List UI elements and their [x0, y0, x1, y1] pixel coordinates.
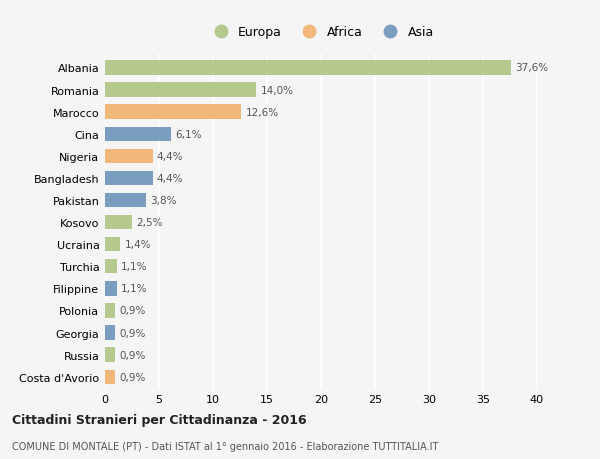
- Bar: [105, 215, 132, 230]
- Bar: [105, 149, 152, 164]
- Bar: [105, 281, 117, 296]
- Text: 1,4%: 1,4%: [124, 240, 151, 250]
- Text: 1,1%: 1,1%: [121, 284, 148, 294]
- Bar: [105, 171, 152, 186]
- Bar: [105, 259, 117, 274]
- Bar: [105, 348, 115, 362]
- Text: 1,1%: 1,1%: [121, 262, 148, 272]
- Bar: [105, 105, 241, 119]
- Text: 6,1%: 6,1%: [175, 129, 202, 140]
- Text: 2,5%: 2,5%: [136, 218, 163, 228]
- Bar: [105, 83, 256, 97]
- Text: 0,9%: 0,9%: [119, 350, 145, 360]
- Text: 0,9%: 0,9%: [119, 372, 145, 382]
- Bar: [105, 326, 115, 340]
- Text: 37,6%: 37,6%: [515, 63, 548, 73]
- Text: 12,6%: 12,6%: [245, 107, 278, 118]
- Bar: [105, 303, 115, 318]
- Text: 0,9%: 0,9%: [119, 328, 145, 338]
- Text: 3,8%: 3,8%: [151, 196, 177, 206]
- Text: 4,4%: 4,4%: [157, 174, 184, 184]
- Legend: Europa, Africa, Asia: Europa, Africa, Asia: [203, 21, 439, 44]
- Text: 4,4%: 4,4%: [157, 151, 184, 162]
- Bar: [105, 237, 120, 252]
- Text: 14,0%: 14,0%: [260, 85, 293, 95]
- Bar: [105, 61, 511, 75]
- Text: 0,9%: 0,9%: [119, 306, 145, 316]
- Bar: [105, 127, 171, 142]
- Bar: [105, 370, 115, 384]
- Text: Cittadini Stranieri per Cittadinanza - 2016: Cittadini Stranieri per Cittadinanza - 2…: [12, 413, 307, 426]
- Text: COMUNE DI MONTALE (PT) - Dati ISTAT al 1° gennaio 2016 - Elaborazione TUTTITALIA: COMUNE DI MONTALE (PT) - Dati ISTAT al 1…: [12, 441, 439, 451]
- Bar: [105, 193, 146, 208]
